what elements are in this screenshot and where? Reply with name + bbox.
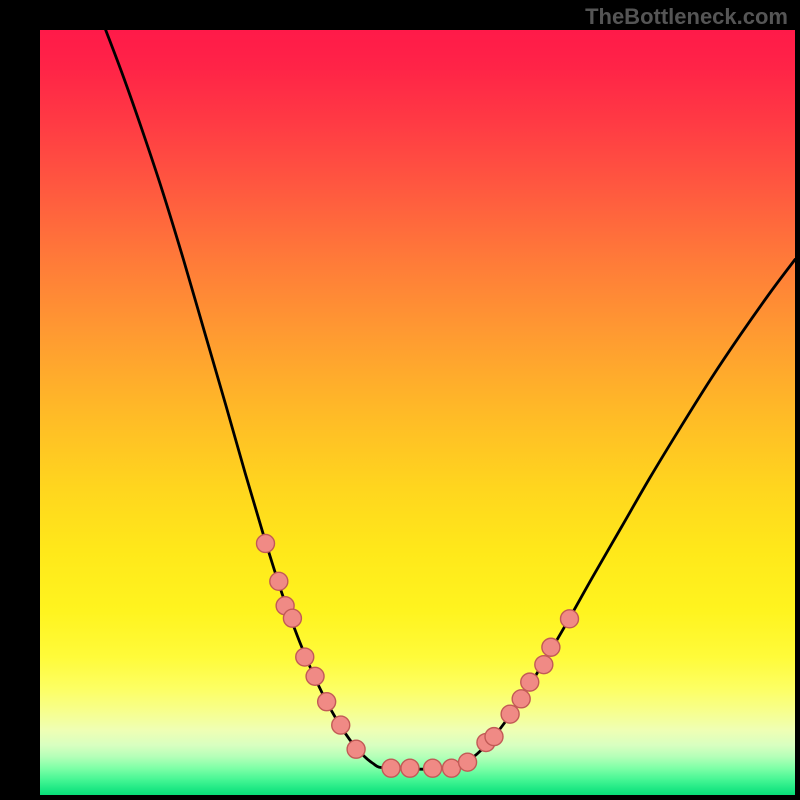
data-marker [459,753,477,771]
data-marker [257,534,275,552]
data-marker [485,728,503,746]
data-marker [535,656,553,674]
data-marker [501,705,519,723]
plot-area [40,30,795,795]
bottleneck-curve [106,30,795,769]
stage: TheBottleneck.com [0,0,800,800]
data-marker [382,759,400,777]
watermark-text: TheBottleneck.com [585,4,788,30]
data-marker [306,667,324,685]
data-marker [542,638,560,656]
data-marker [442,759,460,777]
data-marker [270,572,288,590]
data-marker [332,716,350,734]
data-marker [512,690,530,708]
data-marker [318,693,336,711]
data-marker [296,648,314,666]
data-marker [347,740,365,758]
data-marker [521,673,539,691]
curve-overlay [40,30,795,795]
data-marker [401,759,419,777]
data-marker [561,610,579,628]
data-marker [283,609,301,627]
data-marker [424,759,442,777]
